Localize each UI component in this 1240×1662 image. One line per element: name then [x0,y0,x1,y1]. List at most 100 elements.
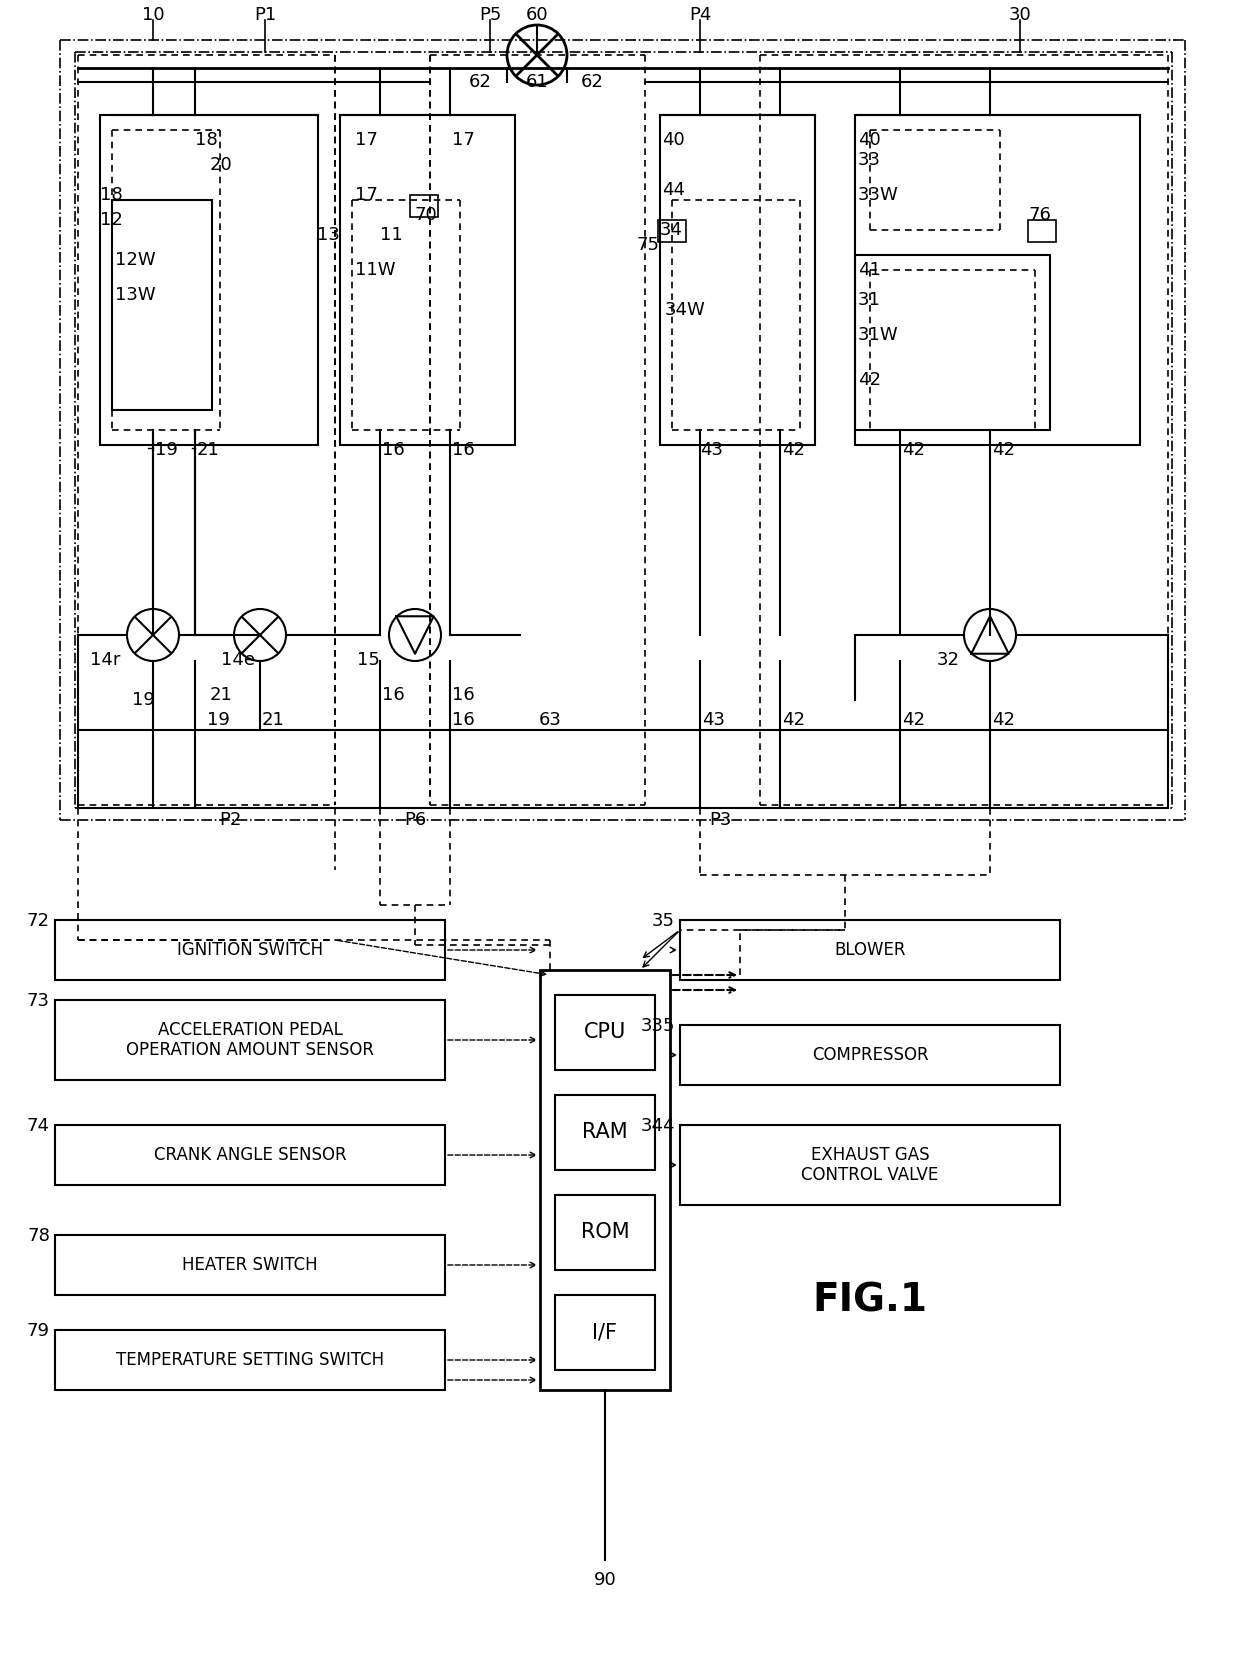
Text: 21: 21 [262,711,285,730]
Text: 79: 79 [27,1321,50,1340]
Text: 43: 43 [702,711,725,730]
Bar [55,921,445,981]
Text: ROM: ROM [580,1223,630,1243]
Text: 16: 16 [453,440,475,459]
Text: 40: 40 [662,131,684,150]
Text: 14r: 14r [89,652,120,670]
Text: 15: 15 [357,652,379,670]
Text: 17: 17 [355,131,378,150]
Text: 42: 42 [782,711,805,730]
Text: 20: 20 [210,156,233,175]
Bar [55,1125,445,1185]
Text: FIG.1: FIG.1 [812,1281,928,1320]
Text: 17: 17 [453,131,475,150]
Text: 42: 42 [858,371,880,389]
Bar [556,996,655,1070]
Text: 335: 335 [641,1017,675,1035]
Text: 18: 18 [195,131,218,150]
Bar [55,1235,445,1295]
Bar [680,1125,1060,1205]
Bar [856,115,1140,445]
Text: P2: P2 [218,811,242,829]
Text: 19: 19 [207,711,229,730]
Text: 78: 78 [27,1227,50,1245]
Text: RAM: RAM [583,1122,627,1142]
Text: 31: 31 [858,291,880,309]
Text: 31W: 31W [858,326,899,344]
Bar [1028,219,1056,243]
Bar [556,1295,655,1369]
Text: 34W: 34W [665,301,706,319]
Text: 10: 10 [141,7,165,23]
Text: 72: 72 [27,912,50,931]
Text: ACCELERATION PEDAL
OPERATION AMOUNT SENSOR: ACCELERATION PEDAL OPERATION AMOUNT SENS… [126,1020,374,1059]
Text: 19: 19 [155,440,177,459]
Text: 12W: 12W [115,251,156,269]
Text: 63: 63 [538,711,562,730]
Text: 74: 74 [27,1117,50,1135]
Text: 21: 21 [197,440,219,459]
Bar [680,921,1060,981]
Bar [55,1330,445,1389]
Text: 33: 33 [858,151,880,170]
Text: CRANK ANGLE SENSOR: CRANK ANGLE SENSOR [154,1147,346,1163]
Text: 21: 21 [210,686,233,705]
Text: 13W: 13W [115,286,156,304]
Text: 14e: 14e [221,652,255,670]
Text: 60: 60 [526,7,548,23]
Text: 42: 42 [782,440,805,459]
Text: 42: 42 [901,440,925,459]
Text: 16: 16 [382,440,404,459]
Text: EXHAUST GAS
CONTROL VALVE: EXHAUST GAS CONTROL VALVE [801,1145,939,1185]
Bar [856,254,1050,430]
Text: 42: 42 [992,711,1016,730]
Text: 12: 12 [100,211,123,229]
Bar [680,1025,1060,1085]
Text: HEATER SWITCH: HEATER SWITCH [182,1256,317,1275]
Text: 35: 35 [652,912,675,931]
Text: 18: 18 [100,186,123,204]
Text: 43: 43 [701,440,723,459]
Text: 42: 42 [901,711,925,730]
Text: 16: 16 [453,711,475,730]
Text: 90: 90 [594,1571,616,1589]
Text: P3: P3 [709,811,732,829]
Text: 34: 34 [660,221,683,239]
Bar [660,115,815,445]
Text: P5: P5 [479,7,501,23]
Text: 32: 32 [937,652,960,670]
Text: 73: 73 [27,992,50,1010]
Text: 30: 30 [1008,7,1032,23]
Bar [556,1095,655,1170]
Text: IGNITION SWITCH: IGNITION SWITCH [177,941,324,959]
Text: BLOWER: BLOWER [835,941,905,959]
Bar [340,115,515,445]
Text: 70: 70 [415,206,438,224]
Text: 42: 42 [992,440,1016,459]
Text: P6: P6 [404,811,427,829]
Text: 344: 344 [641,1117,675,1135]
Text: 44: 44 [662,181,684,199]
Text: 13: 13 [317,226,340,244]
Text: 62: 62 [469,73,491,91]
Text: 62: 62 [580,73,604,91]
Bar [556,1195,655,1270]
Text: 75: 75 [637,236,660,254]
Bar [100,115,317,445]
Text: 16: 16 [382,686,404,705]
Bar [55,1001,445,1080]
Bar [112,199,212,411]
Text: 11: 11 [379,226,403,244]
Text: 17: 17 [355,186,378,204]
Text: 33W: 33W [858,186,899,204]
Text: 76: 76 [1028,206,1050,224]
Text: I/F: I/F [593,1323,618,1343]
Text: 11W: 11W [355,261,396,279]
Text: 61: 61 [526,73,548,91]
Text: TEMPERATURE SETTING SWITCH: TEMPERATURE SETTING SWITCH [115,1351,384,1369]
Text: CPU: CPU [584,1022,626,1042]
Text: 19: 19 [133,691,155,710]
Text: P1: P1 [254,7,277,23]
Text: P4: P4 [688,7,712,23]
Bar [658,219,686,243]
